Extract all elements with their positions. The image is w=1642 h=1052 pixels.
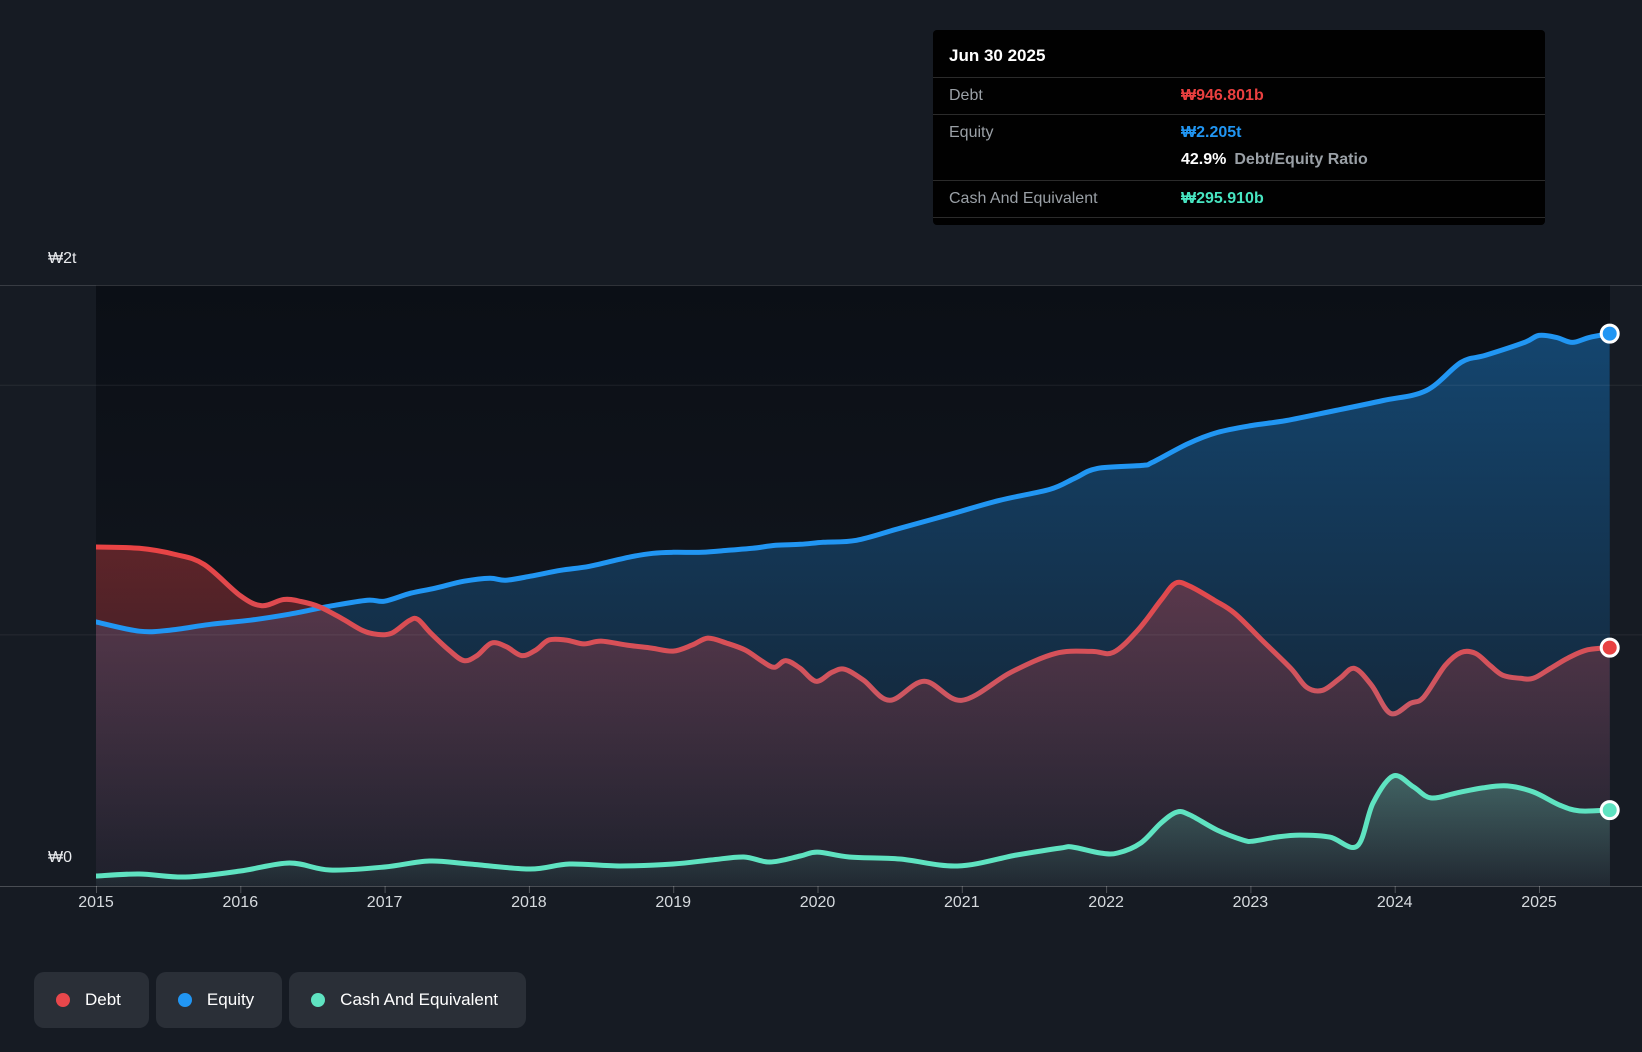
tooltip-cash-label: Cash And Equivalent: [949, 190, 1098, 207]
area-cash-and-equivalent: [96, 775, 1610, 886]
legend-equity-label: Equity: [206, 990, 255, 1009]
y-axis-label-0: ₩0: [48, 849, 72, 866]
line-group: [96, 331, 1610, 880]
legend-debt-label: Debt: [85, 990, 121, 1009]
equity-series-dot-icon: [177, 993, 192, 1007]
marker-debt: [1599, 637, 1620, 658]
marker-equity: [1599, 323, 1620, 344]
tooltip-cash-value: ₩295.910b: [1181, 190, 1264, 207]
tooltip-row-debt: Debt ₩946.801b: [933, 78, 1545, 115]
debt-series-dot-icon: [56, 993, 70, 1007]
area-debt: [96, 547, 1610, 886]
line-equity: [96, 331, 1610, 635]
tooltip-date: Jun 30 2025: [933, 30, 1545, 78]
debt-equity-ratio-label: Debt/Equity Ratio: [1234, 151, 1368, 168]
debt-equity-ratio-value: 42.9%: [1181, 151, 1227, 168]
tooltip-debt-label: Debt: [949, 87, 983, 104]
tooltip-row-cash: Cash And Equivalent ₩295.910b: [933, 181, 1545, 218]
chart-legend: Debt Equity Cash And Equivalent: [34, 972, 527, 1028]
series-group: [96, 333, 1610, 886]
line-debt: [96, 544, 1610, 717]
cash-series-dot-icon: [311, 993, 326, 1007]
legend-cash-label: Cash And Equivalent: [340, 990, 499, 1009]
legend-item-cash[interactable]: Cash And Equivalent: [289, 972, 527, 1028]
tooltip-ratio: 42.9% Debt/Equity Ratio: [1181, 150, 1368, 170]
line-cash-and-equivalent: [96, 773, 1610, 880]
tooltip-debt-value: ₩946.801b: [1181, 87, 1264, 104]
marker-cash-and-equivalent: [1599, 800, 1620, 821]
tooltip-section-equity: Equity ₩2.205t 42.9% Debt/Equity Ratio: [933, 115, 1545, 181]
legend-item-debt[interactable]: Debt: [34, 972, 149, 1028]
legend-item-equity[interactable]: Equity: [155, 972, 283, 1028]
y-axis-label-2t: ₩2t: [48, 250, 77, 267]
tooltip-equity-value: ₩2.205t: [1181, 124, 1242, 141]
tooltip-equity-label: Equity: [949, 124, 994, 141]
chart-tooltip: Jun 30 2025 Debt ₩946.801b Equity ₩2.205…: [933, 30, 1545, 225]
